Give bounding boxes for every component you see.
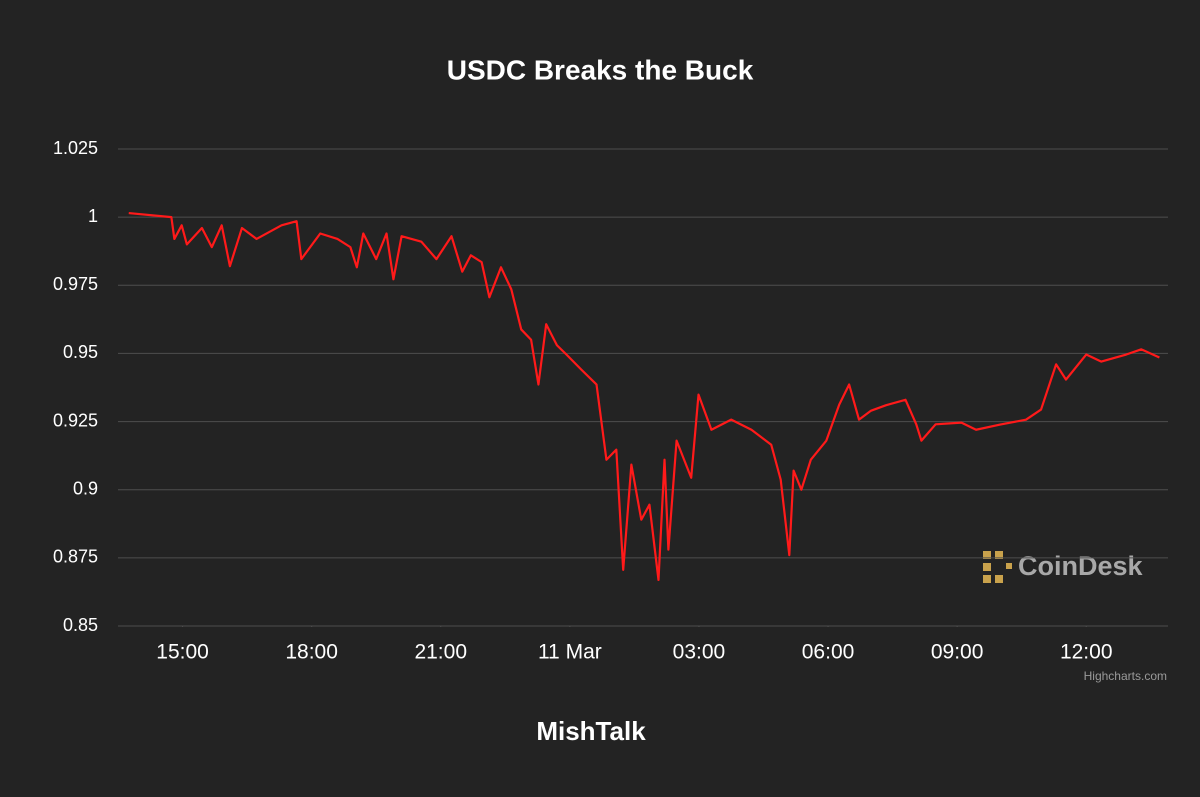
- x-tick-label: 21:00: [414, 641, 467, 664]
- x-tick-label: 18:00: [285, 641, 338, 664]
- watermark: CoinDesk: [1018, 551, 1144, 581]
- y-tick-label: 0.95: [63, 342, 98, 362]
- y-tick-label: 1: [88, 206, 98, 226]
- x-tick-label: 09:00: [931, 641, 984, 664]
- y-tick-label: 0.85: [63, 615, 98, 635]
- source: MishTalk: [536, 716, 646, 746]
- y-tick-label: 1.025: [53, 138, 98, 158]
- x-tick-label: 03:00: [673, 641, 726, 664]
- credits: Highcharts.com: [1084, 669, 1167, 683]
- y-tick-label: 0.925: [53, 410, 98, 430]
- grid: [118, 148, 1168, 627]
- x-tick-label: 15:00: [156, 641, 209, 664]
- price-line: [128, 211, 1160, 582]
- x-tick-label: 06:00: [802, 641, 855, 664]
- y-tick-label: 0.9: [73, 478, 98, 498]
- y-tick-label: 0.875: [53, 547, 98, 567]
- x-tick-label: 11 Mar: [538, 641, 602, 664]
- chart-title: USDC Breaks the Buck: [447, 54, 754, 85]
- x-tick-label: 12:00: [1060, 641, 1113, 664]
- y-tick-label: 0.975: [53, 274, 98, 294]
- watermark-logo: [983, 551, 1012, 583]
